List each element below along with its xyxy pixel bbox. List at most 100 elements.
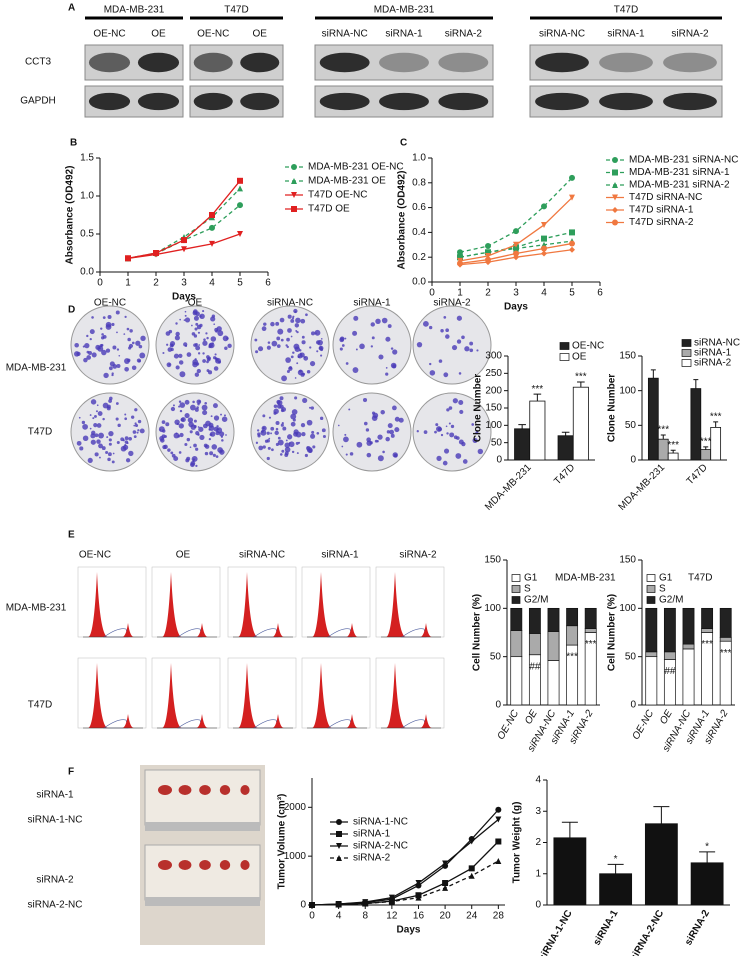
colony <box>98 443 103 449</box>
significance: *** <box>667 440 679 451</box>
error-bar <box>533 393 542 402</box>
colony <box>211 444 218 450</box>
colony <box>192 400 195 404</box>
colony <box>287 328 292 333</box>
colony <box>260 429 267 436</box>
x-tick-label: 4 <box>336 911 342 922</box>
colony <box>443 316 447 319</box>
colony <box>226 337 229 340</box>
colony <box>267 341 271 344</box>
colony <box>268 437 271 440</box>
colony <box>314 329 321 336</box>
bar <box>667 452 679 461</box>
colony <box>279 404 284 409</box>
colony <box>96 404 99 407</box>
colony <box>317 339 323 346</box>
colony <box>167 448 171 452</box>
colony <box>179 371 186 378</box>
x-tick-label: 4 <box>541 288 547 299</box>
colony <box>352 367 359 373</box>
colony <box>277 328 284 335</box>
legend-marker <box>336 819 342 825</box>
colony <box>299 369 302 373</box>
colony <box>429 370 436 376</box>
colony <box>319 416 324 421</box>
colony <box>451 345 458 351</box>
g2-peak <box>420 623 432 637</box>
colony <box>284 446 291 453</box>
panel-letter: F <box>68 767 74 778</box>
x-tick-label: MDA-MB-231 <box>483 462 534 513</box>
blot-band <box>319 52 370 73</box>
colony <box>275 427 279 431</box>
blot-cell-line: MDA-MB-231 <box>104 5 165 16</box>
blot-band <box>193 52 233 73</box>
g2-peak <box>346 623 358 637</box>
colony <box>221 439 224 442</box>
legend-label: T47D siRNA-NC <box>629 192 702 203</box>
blot-cell-line: MDA-MB-231 <box>374 5 435 16</box>
point <box>485 243 491 250</box>
colony <box>450 424 455 429</box>
significance: * <box>705 842 709 853</box>
colony <box>337 424 340 427</box>
colony <box>162 351 165 355</box>
tumor-label: siRNA-2-NC <box>28 900 83 911</box>
colony <box>191 455 198 462</box>
colony <box>111 373 114 377</box>
x-tick-label: 0 <box>309 911 315 922</box>
point <box>309 902 315 908</box>
colony <box>294 377 297 379</box>
y-axis-label: Absorbance (OD492) <box>65 166 76 265</box>
bar-segment <box>663 607 676 653</box>
tumor <box>240 785 250 795</box>
point <box>237 177 243 184</box>
g2-peak <box>420 714 432 728</box>
colony <box>95 410 98 413</box>
colony <box>210 336 217 342</box>
bar-segment <box>510 630 523 658</box>
legend-swatch <box>681 349 692 357</box>
plate <box>332 305 412 385</box>
point <box>457 249 463 256</box>
tumor <box>219 785 231 795</box>
colony <box>100 327 103 330</box>
colony <box>469 348 474 353</box>
blot-band <box>88 92 131 111</box>
colony <box>443 448 450 454</box>
colony <box>173 353 179 359</box>
y-tick-label: 0.0 <box>412 277 426 288</box>
colony <box>276 399 281 405</box>
colony <box>87 457 93 463</box>
s-phase <box>253 628 279 638</box>
colony <box>423 430 428 434</box>
colony <box>257 434 261 438</box>
colony <box>93 423 98 428</box>
colony <box>295 317 301 324</box>
point <box>388 894 395 901</box>
significance: *** <box>700 436 712 447</box>
colony <box>394 416 400 422</box>
y-tick-label: 300 <box>485 351 502 362</box>
colony <box>227 343 232 348</box>
colony <box>286 337 290 342</box>
colony <box>197 331 201 334</box>
significance: * <box>614 854 618 865</box>
y-axis-label: Tumor Volume (cm³) <box>277 794 288 890</box>
colony <box>194 407 199 412</box>
colony <box>199 434 205 441</box>
colony <box>193 334 198 338</box>
colony <box>264 439 269 443</box>
blot-band <box>193 92 233 111</box>
colony <box>128 436 132 441</box>
colony <box>344 433 347 436</box>
colony <box>477 448 484 455</box>
legend-swatch <box>511 585 521 593</box>
colony <box>116 441 120 445</box>
bar <box>557 435 574 461</box>
colony <box>139 428 145 434</box>
y-tick-label: 0.5 <box>80 229 94 240</box>
colony <box>446 408 450 412</box>
legend-label: siRNA-1-NC <box>353 817 408 828</box>
colony <box>193 419 197 423</box>
